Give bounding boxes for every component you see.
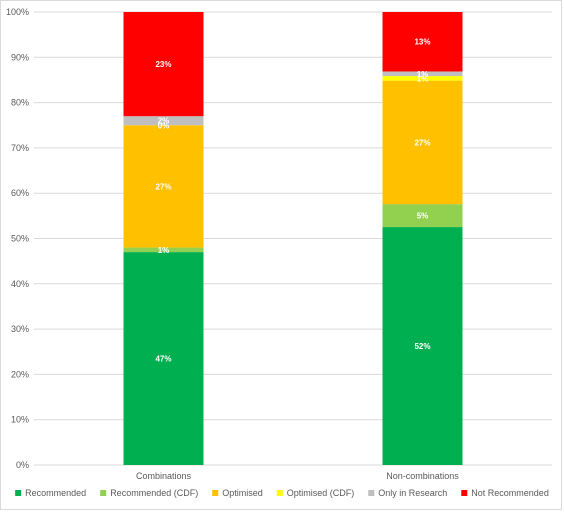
bar-segment-recommended-cdf (382, 204, 463, 228)
data-labels: 47%1%27%0%2%23%52%5%27%1%1%13% (155, 38, 430, 364)
bar-segment-not-recommended (123, 12, 204, 117)
y-tick-label: 70% (11, 143, 29, 153)
y-tick-label: 80% (11, 98, 29, 108)
data-label-optimised-cdf: 0% (158, 121, 170, 130)
bars (123, 12, 463, 465)
legend[interactable]: Recommended Recommended (CDF) Optimised Opt… (15, 488, 549, 498)
y-tick-label: 90% (11, 52, 29, 62)
legend-swatch-only-in-research[interactable] (368, 490, 375, 496)
legend-label-only-in-research[interactable]: Only in Research (378, 488, 447, 498)
bar-segment-only-in-research (123, 116, 204, 126)
y-axis-ticks: 0% 10% 20% 30% 40% 50% 60% 70% 80% 90% 100% (6, 7, 29, 470)
bar-segment-recommended (123, 252, 204, 465)
bar-segment-optimised (382, 80, 463, 205)
data-label-optimised: 27% (414, 138, 430, 147)
data-label-optimised: 27% (155, 182, 171, 191)
data-label-only-in-research: 1% (417, 70, 429, 79)
bar-segment-recommended-cdf (123, 247, 204, 253)
y-tick-label: 100% (6, 7, 29, 17)
grid-lines (34, 11, 552, 466)
data-label-optimised-cdf: 1% (417, 74, 429, 83)
legend-label-optimised-cdf[interactable]: Optimised (CDF) (287, 488, 355, 498)
y-tick-label: 10% (11, 415, 29, 425)
data-label-not-recommended: 13% (414, 38, 430, 47)
data-label-recommended-cdf: 5% (417, 212, 429, 221)
legend-swatch-recommended[interactable] (15, 490, 22, 496)
legend-swatch-recommended-cdf[interactable] (100, 490, 107, 496)
category-label: Non-combinations (386, 471, 459, 481)
y-tick-label: 0% (16, 460, 29, 470)
data-label-not-recommended: 23% (155, 60, 171, 69)
category-label: Combinations (136, 471, 192, 481)
x-axis-categories: Combinations Non-combinations (136, 471, 459, 481)
bar-segment-optimised-cdf (382, 76, 463, 81)
bar-segment-only-in-research (382, 71, 463, 77)
bar-segment-recommended (382, 227, 463, 465)
bar-segment-optimised (123, 125, 204, 248)
y-tick-label: 60% (11, 188, 29, 198)
y-tick-label: 30% (11, 324, 29, 334)
data-label-recommended-cdf: 1% (158, 246, 170, 255)
y-tick-label: 40% (11, 279, 29, 289)
legend-label-recommended-cdf[interactable]: Recommended (CDF) (110, 488, 198, 498)
y-tick-label: 50% (11, 234, 29, 244)
legend-swatch-optimised-cdf[interactable] (276, 490, 283, 496)
data-label-only-in-research: 2% (158, 117, 170, 126)
bar-segment-not-recommended (382, 12, 463, 72)
legend-label-not-recommended[interactable]: Not Recommended (471, 488, 549, 498)
legend-label-recommended[interactable]: Recommended (25, 488, 86, 498)
y-tick-label: 20% (11, 369, 29, 379)
legend-label-optimised[interactable]: Optimised (222, 488, 263, 498)
legend-swatch-not-recommended[interactable] (461, 490, 468, 496)
data-label-recommended: 47% (155, 355, 171, 364)
data-label-recommended: 52% (414, 342, 430, 351)
legend-swatch-optimised[interactable] (212, 490, 219, 496)
